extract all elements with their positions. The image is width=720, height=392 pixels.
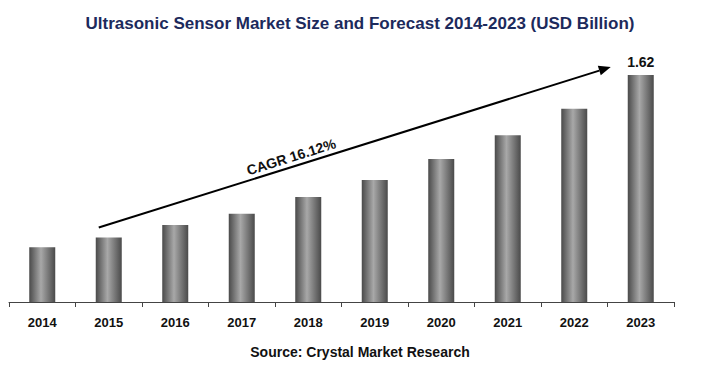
svg-text:2023: 2023 <box>626 315 655 330</box>
svg-text:2015: 2015 <box>94 315 123 330</box>
svg-text:2022: 2022 <box>560 315 589 330</box>
svg-text:CAGR 16.12%: CAGR 16.12% <box>245 135 339 178</box>
svg-text:2019: 2019 <box>360 315 389 330</box>
svg-text:2020: 2020 <box>427 315 456 330</box>
svg-text:2021: 2021 <box>493 315 522 330</box>
svg-text:2014: 2014 <box>28 315 58 330</box>
svg-text:2018: 2018 <box>294 315 323 330</box>
svg-text:2017: 2017 <box>227 315 256 330</box>
svg-text:1.62: 1.62 <box>627 54 654 70</box>
svg-text:Ultrasonic Sensor Market Size: Ultrasonic Sensor Market Size and Foreca… <box>86 14 635 33</box>
svg-text:Source: Crystal Market Researc: Source: Crystal Market Research <box>250 344 469 360</box>
svg-text:2016: 2016 <box>161 315 190 330</box>
